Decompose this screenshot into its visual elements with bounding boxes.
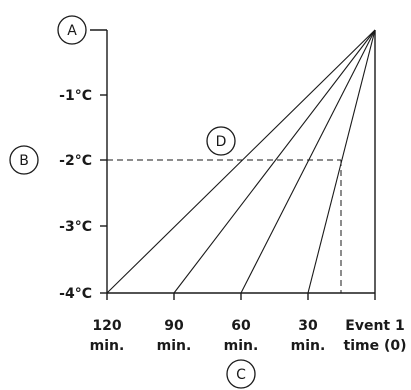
marker-d-circle <box>206 126 236 156</box>
x-tick-label: Event 1 <box>345 318 404 334</box>
x-tick-label: min. <box>224 338 259 354</box>
ramp-line-60min <box>240 29 376 294</box>
ramp-line-120min <box>106 29 376 294</box>
y-tick-label: -3°C <box>59 219 92 235</box>
marker-a: A <box>57 15 87 45</box>
marker-d: D <box>206 126 236 156</box>
ramp-line-90min <box>173 29 376 294</box>
marker-b-circle <box>9 145 39 175</box>
y-tick-label: -1°C <box>59 88 92 104</box>
x-tick-label: min. <box>90 338 125 354</box>
x-tick-label: min. <box>291 338 326 354</box>
y-tick-label: -4°C <box>59 286 92 302</box>
x-tick-label: time (0) <box>344 338 407 354</box>
x-tick-label: 120 <box>92 318 121 334</box>
x-tick-label: 90 <box>164 318 184 334</box>
x-tick-label: 60 <box>231 318 251 334</box>
marker-c-circle <box>226 359 256 389</box>
marker-a-circle <box>57 15 87 45</box>
marker-c: C <box>226 359 256 389</box>
y-tick-label: -2°C <box>59 153 92 169</box>
marker-b: B <box>9 145 39 175</box>
marker-c-letter: C <box>236 367 246 383</box>
marker-b-letter: B <box>19 153 29 169</box>
x-tick-label: min. <box>157 338 192 354</box>
x-tick-label: 30 <box>298 318 318 334</box>
marker-d-letter: D <box>216 134 227 150</box>
marker-a-letter: A <box>67 23 77 39</box>
